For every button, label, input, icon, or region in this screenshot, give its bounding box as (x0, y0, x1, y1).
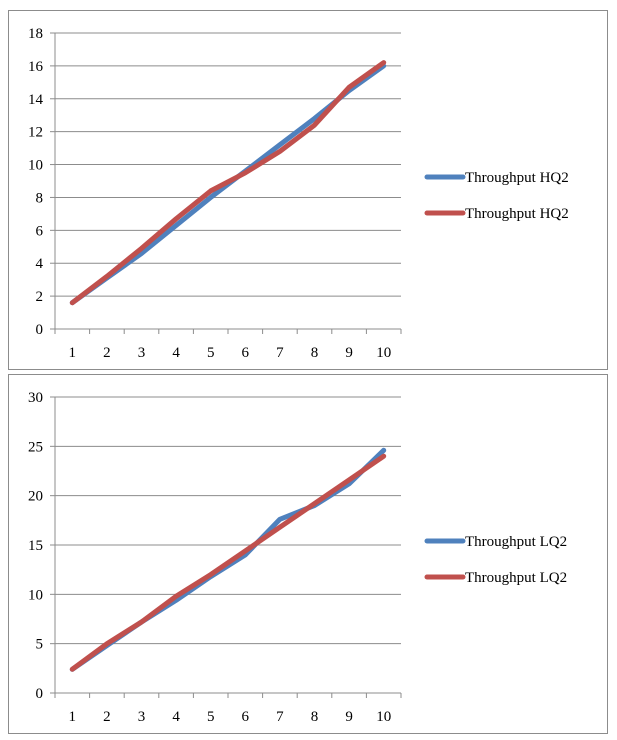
y-tick-label: 16 (28, 59, 44, 75)
legend-label-1: Throughput HQ2 (465, 170, 569, 186)
y-tick-label: 30 (28, 390, 43, 406)
x-tick-label: 9 (345, 709, 353, 725)
y-tick-label: 0 (36, 322, 44, 338)
y-tick-label: 0 (36, 686, 44, 702)
legend-label-2: Throughput LQ2 (465, 570, 567, 586)
x-tick-label: 8 (311, 709, 319, 725)
y-tick-label: 8 (36, 190, 44, 206)
x-tick-label: 3 (138, 709, 146, 725)
x-tick-label: 1 (69, 345, 77, 361)
legend-label-2: Throughput HQ2 (465, 206, 569, 222)
y-tick-label: 20 (28, 489, 43, 505)
x-tick-label: 4 (172, 345, 180, 361)
y-tick-label: 18 (28, 26, 43, 42)
y-tick-label: 14 (28, 92, 44, 108)
series-line-2 (69, 60, 387, 306)
x-tick-label: 2 (103, 709, 111, 725)
line-chart-throughput-lq2: 0 5 10 15 20 25 30 1 2 3 4 5 6 7 8 9 10 Throughput LQ2 Thr… (28, 390, 567, 725)
x-tick-label: 8 (311, 345, 319, 361)
x-tick-label: 1 (69, 709, 77, 725)
y-tick-label: 2 (36, 289, 44, 305)
y-tick-label: 5 (36, 637, 44, 653)
x-tick-label: 2 (103, 345, 111, 361)
x-tick-label: 9 (345, 345, 353, 361)
x-tick-label: 10 (376, 709, 391, 725)
x-tick-label: 5 (207, 345, 215, 361)
x-tick-label: 3 (138, 345, 146, 361)
y-tick-label: 10 (28, 587, 43, 603)
x-tick-label: 5 (207, 709, 215, 725)
x-tick-label: 4 (172, 709, 180, 725)
y-tick-label: 15 (28, 538, 43, 554)
x-tick-label: 7 (276, 345, 284, 361)
y-tick-label: 12 (28, 125, 43, 141)
y-tick-label: 10 (28, 158, 43, 174)
x-tick-label: 7 (276, 709, 284, 725)
y-tick-label: 4 (36, 256, 44, 272)
x-tick-label: 6 (242, 345, 250, 361)
y-tick-label: 6 (36, 223, 44, 239)
chart-panel-throughput-hq2: 0 2 4 6 8 10 12 14 16 18 1 2 3 4 5 6 7 8 9 10 Throughput HQ2… (8, 10, 608, 370)
x-tick-label: 10 (376, 345, 391, 361)
x-tick-label: 6 (242, 709, 250, 725)
legend-label-1: Throughput LQ2 (465, 534, 567, 550)
chart-panel-throughput-lq2: 0 5 10 15 20 25 30 1 2 3 4 5 6 7 8 9 10 Throughput LQ2 Thr… (8, 374, 608, 734)
series-line-2 (69, 453, 387, 672)
y-tick-label: 25 (28, 439, 43, 455)
